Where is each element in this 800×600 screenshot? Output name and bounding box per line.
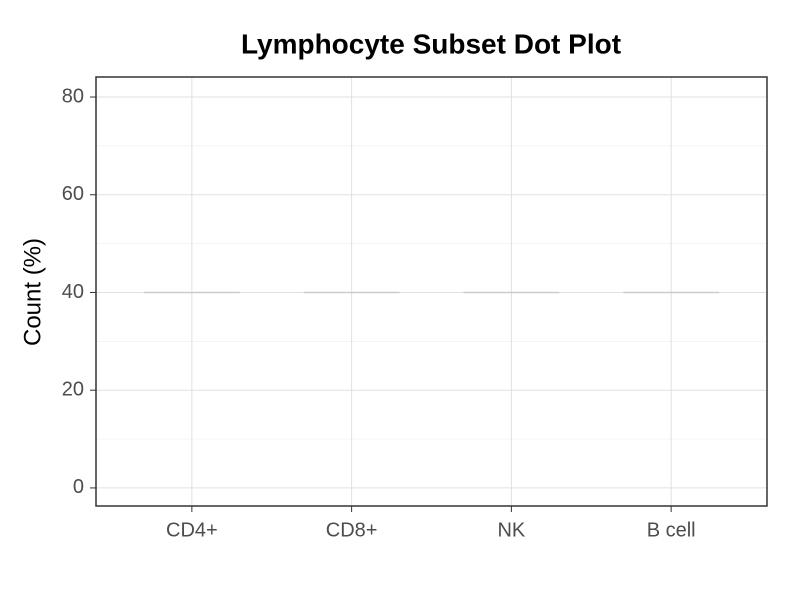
- x-tick-label: CD4+: [166, 519, 218, 541]
- grid: [96, 77, 767, 506]
- y-tick-label: 40: [62, 281, 84, 303]
- y-tick-label: 60: [62, 183, 84, 205]
- y-tick-label: 20: [62, 378, 84, 400]
- x-tick-label: CD8+: [326, 519, 378, 541]
- y-axis-label: Count (%): [19, 238, 46, 346]
- chart-title: Lymphocyte Subset Dot Plot: [241, 28, 621, 59]
- x-tick-label: NK: [497, 519, 525, 541]
- panel-border: [95, 76, 768, 507]
- y-tick-label: 0: [73, 476, 84, 498]
- x-tick-label: B cell: [647, 519, 696, 541]
- y-tick-label: 80: [62, 85, 84, 107]
